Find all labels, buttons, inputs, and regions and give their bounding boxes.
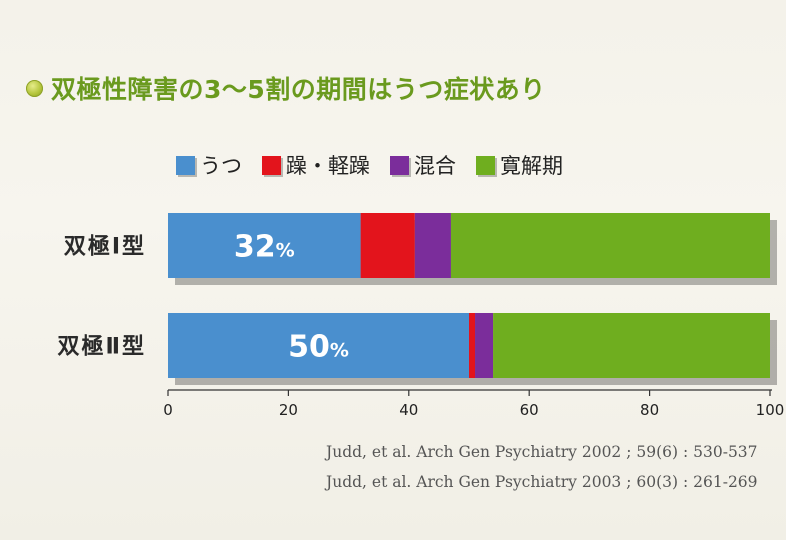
legend-item-depression: うつ xyxy=(176,150,242,180)
legend-swatch-mania xyxy=(262,155,281,175)
legend-label-depression: うつ xyxy=(200,154,242,178)
bar-segment-remission-2 xyxy=(493,313,770,378)
bar-segment-mania-1 xyxy=(360,213,415,278)
legend-label-remission: 寛解期 xyxy=(500,154,563,178)
legend: うつ 躁・軽躁 混合 寛解期 xyxy=(176,150,583,180)
legend-item-mania: 躁・軽躁 xyxy=(262,150,370,180)
legend-swatch-depression xyxy=(176,155,195,175)
chart-title: 双極性障害の3～5割の期間はうつ症状あり xyxy=(51,75,546,104)
x-tick-label-100: 100 xyxy=(756,401,785,419)
row-label-1: 双極Ⅰ型 xyxy=(64,234,146,260)
data-label-1: 32% xyxy=(234,230,295,265)
citation-2: Judd, et al. Arch Gen Psychiatry 2003 ; … xyxy=(326,473,758,491)
legend-swatch-remission xyxy=(476,155,495,175)
legend-item-mixed: 混合 xyxy=(390,150,456,180)
bar-segment-remission-1 xyxy=(450,213,770,278)
bar-segment-mixed-1 xyxy=(414,213,451,278)
x-tick-label-60: 60 xyxy=(520,401,539,419)
x-tick-label-80: 80 xyxy=(640,401,659,419)
bar-segment-depression-2 xyxy=(168,313,469,378)
data-label-2: 50% xyxy=(288,330,349,365)
title-bullet-icon xyxy=(26,79,43,97)
x-tick-label-20: 20 xyxy=(279,401,298,419)
citation-1: Judd, et al. Arch Gen Psychiatry 2002 ; … xyxy=(326,443,758,461)
bar-segment-depression-1 xyxy=(168,213,361,278)
legend-item-remission: 寛解期 xyxy=(476,150,563,180)
legend-swatch-mixed xyxy=(390,155,409,175)
chart-title-row: 双極性障害の3～5割の期間はうつ症状あり xyxy=(26,70,546,106)
legend-label-mania: 躁・軽躁 xyxy=(286,154,370,178)
bar-segment-mixed-2 xyxy=(475,313,494,378)
row-label-2: 双極Ⅱ型 xyxy=(58,334,147,360)
x-tick-label-0: 0 xyxy=(163,401,173,419)
bar-segment-mania-2 xyxy=(469,313,476,378)
legend-label-mixed: 混合 xyxy=(414,154,456,178)
x-tick-label-40: 40 xyxy=(399,401,418,419)
